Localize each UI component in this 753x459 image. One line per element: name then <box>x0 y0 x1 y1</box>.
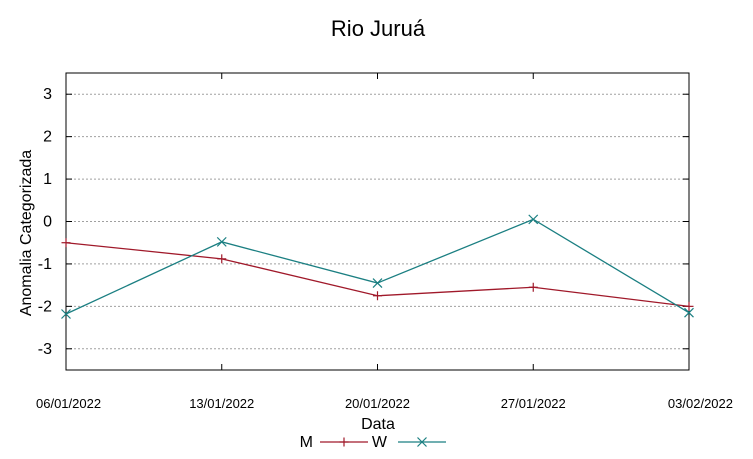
y-tick-label: 2 <box>43 129 52 146</box>
y-tick-label: 1 <box>43 171 52 188</box>
series-w-point <box>372 278 383 288</box>
legend-w-marker-b <box>417 437 427 447</box>
series-m-point <box>61 238 71 248</box>
x-tick-label: 20/01/2022 <box>345 396 410 411</box>
y-tick-label: -2 <box>38 298 52 315</box>
series-m-point <box>217 254 227 264</box>
series-m-point <box>373 291 382 301</box>
series-w-point <box>528 214 539 225</box>
series-w-marker-b <box>61 309 71 319</box>
legend-label: W <box>372 434 388 451</box>
x-axis-ticks: 06/01/2022 13/01/2022 20/01/2022 27/01/2022… <box>36 73 733 411</box>
series-w-point <box>61 309 71 319</box>
y-axis-ticks: 3 2 1 0 -1 -2 -3 <box>38 86 689 358</box>
legend-item-m: M <box>300 434 368 451</box>
series-w-marker-b <box>528 214 539 225</box>
legend-label: M <box>300 434 313 451</box>
y-tick-label: -3 <box>38 341 52 358</box>
series-m-point <box>684 301 694 311</box>
series-w-point <box>216 236 227 247</box>
x-tick-label: 27/01/2022 <box>501 396 566 411</box>
chart-title: Rio Juruá <box>331 16 426 41</box>
series-w-point <box>684 307 694 318</box>
x-tick-label: 13/01/2022 <box>189 396 254 411</box>
series-layer <box>61 214 694 319</box>
x-tick-label: 03/02/2022 <box>668 396 733 411</box>
legend-item-w: W <box>372 434 446 451</box>
x-axis-label: Data <box>361 416 395 433</box>
series-m-point <box>528 282 538 292</box>
y-tick-label: -1 <box>38 256 52 273</box>
series-w-marker-b <box>216 236 227 247</box>
series-w-marker-b <box>372 278 383 288</box>
x-tick-label: 06/01/2022 <box>36 396 101 411</box>
series-w <box>61 214 694 319</box>
y-tick-label: 3 <box>43 86 52 103</box>
series-w-marker-b <box>684 307 694 318</box>
y-axis-label: Anomalia Categorizada <box>18 150 35 316</box>
grid-layer <box>66 93 689 350</box>
y-tick-label: 0 <box>43 214 52 231</box>
series-m <box>61 238 694 311</box>
